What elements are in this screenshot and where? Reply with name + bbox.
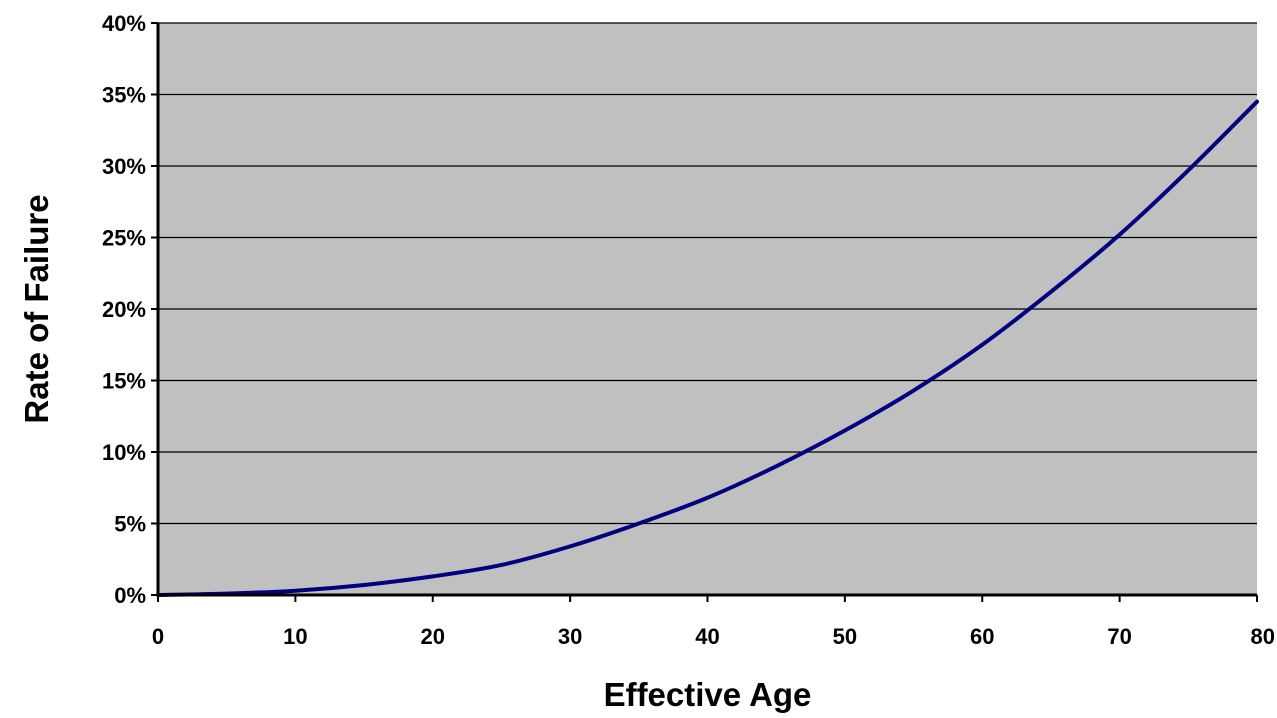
y-tick-label: 15% [102, 369, 146, 394]
tick-labels: 0% 5% 10% 15% 20% 25% 30% 35% 40% 0 10 20 30 40 50 60 70… [102, 11, 1275, 649]
series-line [156, 99, 1259, 597]
x-tick-label: 60 [970, 624, 994, 649]
x-tick-label: 70 [1107, 624, 1131, 649]
y-tick-label: 5% [114, 512, 146, 537]
gridlines [158, 22, 1257, 525]
series-layer [156, 99, 1259, 597]
x-tick-label: 80 [1251, 624, 1275, 649]
y-axis-title: Rate of Failure [18, 194, 55, 423]
y-tick-label: 20% [102, 297, 146, 322]
y-tick-label: 0% [114, 583, 146, 608]
axes [151, 22, 1258, 602]
y-tick-label: 35% [102, 83, 146, 108]
x-tick-label: 0 [152, 624, 164, 649]
x-tick-label: 50 [833, 624, 857, 649]
y-tick-label: 30% [102, 154, 146, 179]
x-tick-label: 30 [558, 624, 582, 649]
x-tick-label: 20 [421, 624, 445, 649]
x-tick-label: 40 [695, 624, 719, 649]
y-tick-label: 10% [102, 440, 146, 465]
y-tick-label: 40% [102, 11, 146, 36]
y-tick-label: 25% [102, 226, 146, 251]
x-tick-label: 10 [283, 624, 307, 649]
x-axis-title: Effective Age [604, 676, 812, 713]
